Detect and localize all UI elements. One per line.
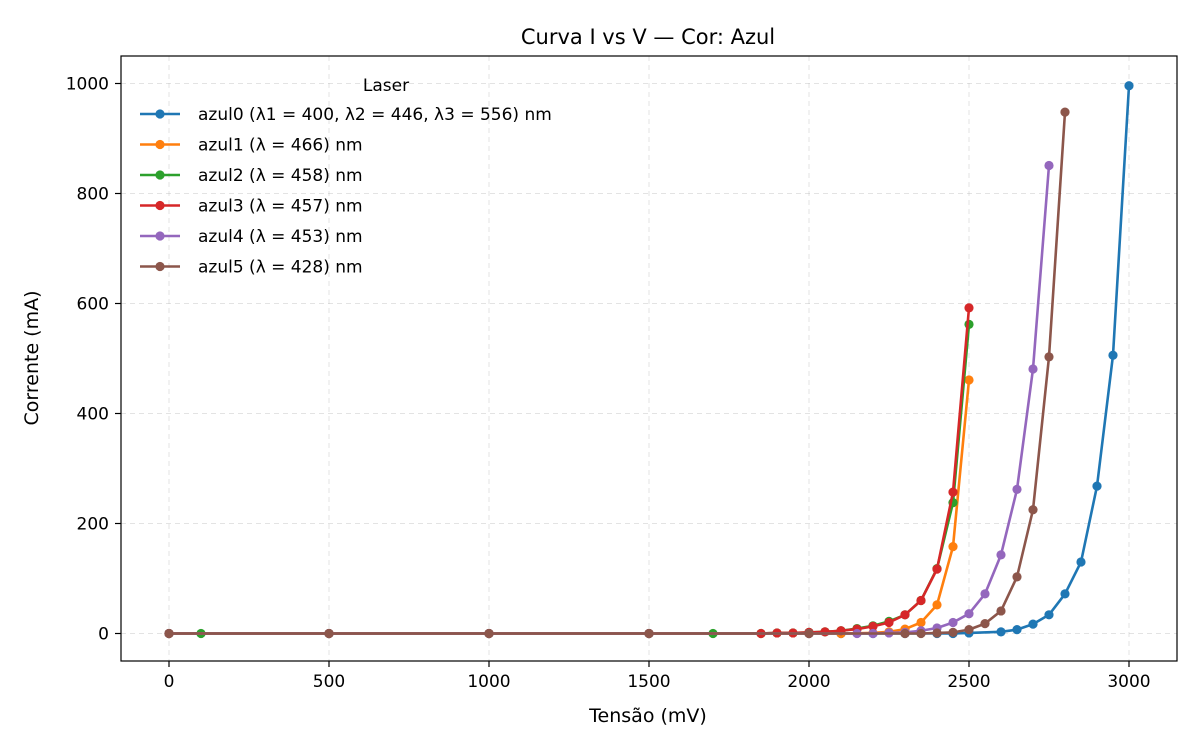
data-point xyxy=(1060,107,1070,117)
data-point xyxy=(948,487,958,497)
series-line xyxy=(169,379,971,635)
data-point xyxy=(1124,81,1134,91)
data-point xyxy=(1092,481,1102,491)
data-point xyxy=(1012,484,1022,494)
data-point xyxy=(964,625,974,635)
legend-label: azul4 (λ = 453) nm xyxy=(198,227,363,247)
chart-title: Curva I vs V — Cor: Azul xyxy=(521,25,775,49)
data-point xyxy=(1060,589,1070,599)
data-point xyxy=(1076,557,1086,567)
legend-swatch-marker xyxy=(155,170,165,180)
data-point xyxy=(1108,350,1118,360)
data-point xyxy=(1028,505,1038,515)
data-point xyxy=(1028,619,1038,629)
y-tick-label: 0 xyxy=(98,625,109,645)
legend-title: Laser xyxy=(363,76,409,96)
data-point xyxy=(996,606,1006,616)
legend-item: azul5 (λ = 428) nm xyxy=(140,258,363,278)
x-tick-label: 1000 xyxy=(467,672,510,692)
data-point xyxy=(164,628,174,639)
legend-item: azul0 (λ1 = 400, λ2 = 446, λ3 = 556) nm xyxy=(140,105,552,125)
data-point xyxy=(948,627,958,638)
x-tick-label: 2500 xyxy=(947,672,990,692)
legend-swatch-marker xyxy=(155,200,165,211)
series-2 xyxy=(164,375,974,639)
data-point xyxy=(1012,625,1022,635)
data-point xyxy=(900,610,910,620)
data-point xyxy=(964,375,974,385)
data-point xyxy=(980,589,990,599)
series-4 xyxy=(164,303,974,639)
y-tick-label: 600 xyxy=(77,295,109,315)
data-point xyxy=(1044,160,1054,171)
data-point xyxy=(900,628,910,639)
axis-ticks: 0 500 1000 1500 2000 2500 3000 0 200 400 600 800 100… xyxy=(66,75,1151,693)
series-layer xyxy=(164,81,1134,639)
legend-swatch-marker xyxy=(155,261,165,272)
legend-label: azul3 (λ = 457) nm xyxy=(198,197,363,217)
data-point xyxy=(916,617,926,628)
data-point xyxy=(964,609,974,619)
data-point xyxy=(916,628,926,639)
legend-item: azul4 (λ = 453) nm xyxy=(140,227,363,247)
data-point xyxy=(324,628,334,639)
data-point xyxy=(484,628,494,639)
series-line xyxy=(169,307,971,635)
series-6 xyxy=(164,107,1070,639)
x-tick-label: 1500 xyxy=(627,672,670,692)
legend: Laser azul0 (λ1 = 400, λ2 = 446, λ3 = 55… xyxy=(140,76,552,278)
series-line xyxy=(169,324,971,635)
series-line xyxy=(169,112,1067,635)
data-point xyxy=(932,628,942,638)
x-tick-label: 3000 xyxy=(1107,672,1150,692)
data-point xyxy=(916,595,926,606)
data-point xyxy=(804,628,814,639)
data-point xyxy=(996,550,1006,560)
data-point xyxy=(996,627,1006,637)
data-point xyxy=(948,542,958,552)
legend-swatch-marker xyxy=(155,139,165,150)
y-axis-label: Corrente (mA) xyxy=(21,290,43,425)
data-point xyxy=(980,619,990,629)
series-3 xyxy=(164,319,974,639)
y-tick-label: 200 xyxy=(77,515,109,535)
legend-item: azul3 (λ = 457) nm xyxy=(140,197,363,217)
legend-label: azul2 (λ = 458) nm xyxy=(198,166,363,186)
y-tick-label: 1000 xyxy=(66,75,109,95)
data-point xyxy=(1012,572,1022,582)
legend-swatch-marker xyxy=(155,109,165,119)
y-tick-label: 400 xyxy=(77,405,109,425)
data-point xyxy=(820,627,830,637)
data-point xyxy=(644,628,654,639)
data-point xyxy=(1044,610,1054,620)
legend-label: azul0 (λ1 = 400, λ2 = 446, λ3 = 556) nm xyxy=(198,105,552,125)
y-tick-label: 800 xyxy=(77,185,109,205)
data-point xyxy=(884,617,894,628)
legend-label: azul5 (λ = 428) nm xyxy=(198,258,363,278)
legend-label: azul1 (λ = 466) nm xyxy=(198,136,363,156)
data-point xyxy=(932,564,942,574)
legend-item: azul2 (λ = 458) nm xyxy=(140,166,363,186)
data-point xyxy=(1044,352,1054,362)
x-tick-label: 0 xyxy=(164,672,175,692)
data-point xyxy=(948,617,958,628)
data-point xyxy=(868,621,878,631)
data-point xyxy=(964,303,974,313)
x-tick-label: 2000 xyxy=(787,672,830,692)
data-point xyxy=(932,600,942,610)
legend-swatch-marker xyxy=(155,231,165,241)
x-tick-label: 500 xyxy=(313,672,345,692)
legend-item: azul1 (λ = 466) nm xyxy=(140,136,363,156)
data-point xyxy=(1028,364,1038,374)
x-axis-label: Tensão (mV) xyxy=(588,705,707,727)
